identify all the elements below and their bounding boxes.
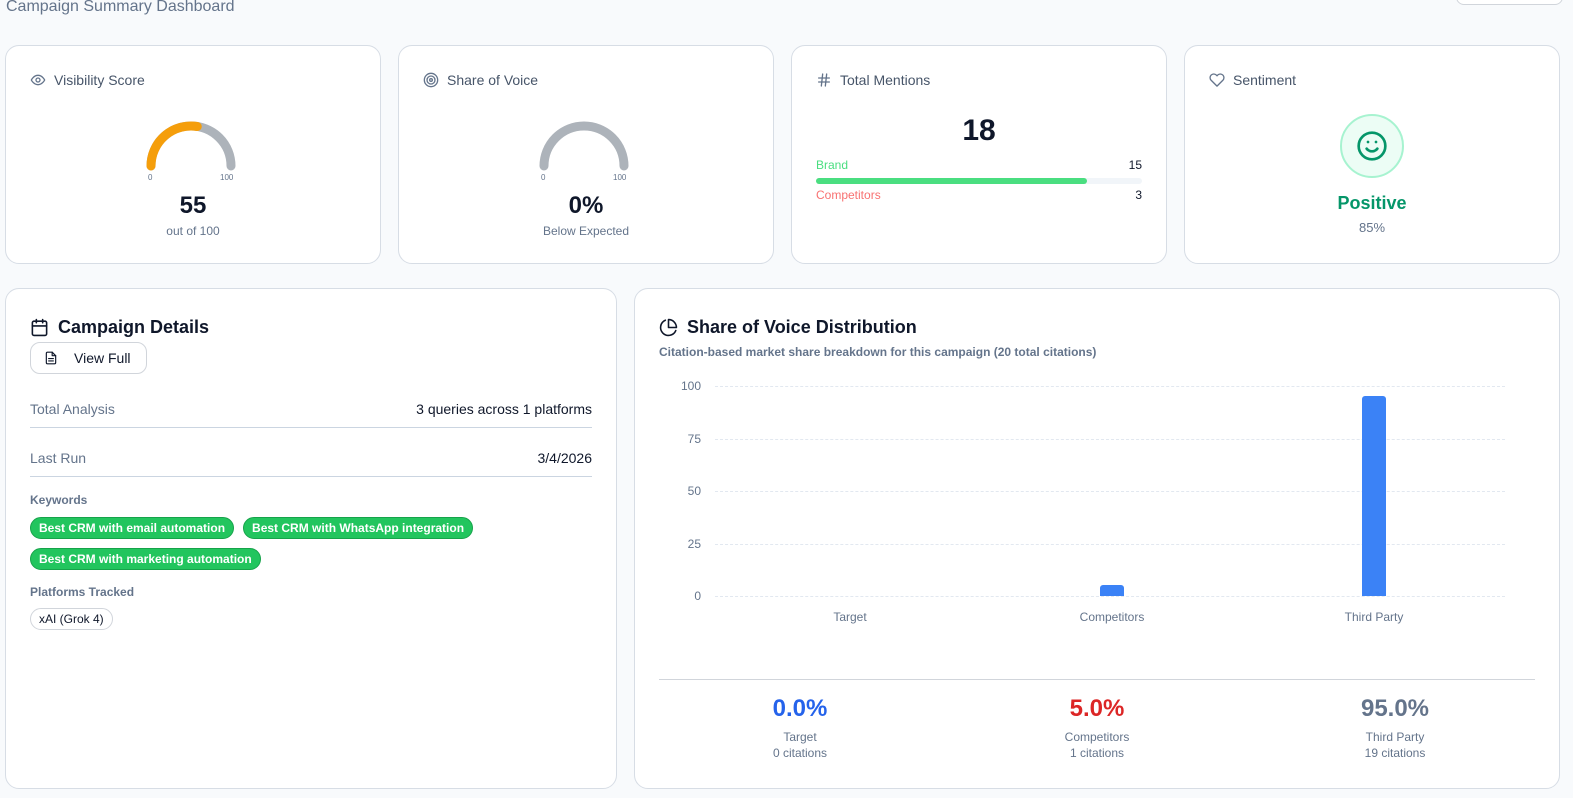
sentiment-label: Positive <box>1337 193 1407 213</box>
brand-progress-bar <box>816 178 1142 184</box>
platform-chip: xAI (Grok 4) <box>30 608 113 630</box>
gauge-max-label: 100 <box>613 173 627 182</box>
gridline <box>715 544 1505 545</box>
x-tick: Competitors <box>1079 610 1145 624</box>
campaign-details-card: Campaign Details View Full Total Analysi… <box>5 288 617 789</box>
gridline <box>715 439 1505 440</box>
total-mentions-value: 18 <box>962 114 996 147</box>
summary-divider <box>659 679 1535 680</box>
sentiment-card: Sentiment Positive 85% <box>1184 45 1560 264</box>
x-tick: Third Party <box>1344 610 1404 624</box>
share-of-voice-card: Share of Voice 0 100 0% Below Expected <box>398 45 774 264</box>
y-tick: 25 <box>687 537 701 551</box>
summary-third-party: 95.0% Third Party 19 citations <box>1295 695 1495 761</box>
section-title: Campaign Details <box>58 317 210 337</box>
card-title: Sentiment <box>1233 72 1297 88</box>
summary-pct: 95.0% <box>1360 695 1430 722</box>
detail-row-last-run: Last Run 3/4/2026 <box>30 439 592 477</box>
view-full-label: View Full <box>74 350 131 366</box>
calendar-icon <box>31 318 48 337</box>
bar-competitors[interactable] <box>1100 585 1124 596</box>
pie-chart-icon <box>659 318 678 337</box>
summary-pct: 5.0% <box>1069 695 1125 722</box>
sov-distribution-card: Share of Voice Distribution Citation-bas… <box>634 288 1560 789</box>
brand-label: Brand <box>816 158 849 172</box>
target-icon <box>423 72 439 88</box>
gridline <box>715 596 1505 597</box>
detail-value: 3 queries across 1 platforms <box>416 400 592 417</box>
total-mentions-card: Total Mentions 18 Brand 15 Competitors 3 <box>791 45 1167 264</box>
section-title: Share of Voice Distribution <box>687 317 917 337</box>
visibility-gauge: 0 100 <box>138 116 248 186</box>
y-tick: 50 <box>687 484 701 498</box>
gauge-min-label: 0 <box>541 173 546 182</box>
detail-value: 3/4/2026 <box>537 449 593 466</box>
summary-citations: 1 citations <box>1069 746 1125 760</box>
summary-target: 0.0% Target 0 citations <box>700 695 900 761</box>
visibility-value: 55 <box>179 192 207 219</box>
y-tick: 75 <box>687 432 701 446</box>
detail-row-total-analysis: Total Analysis 3 queries across 1 platfo… <box>30 390 592 428</box>
card-title: Total Mentions <box>840 72 931 88</box>
gridline <box>715 491 1505 492</box>
summary-competitors: 5.0% Competitors 1 citations <box>997 695 1197 761</box>
summary-label: Competitors 1 citations <box>997 729 1197 761</box>
keywords-label: Keywords <box>30 493 88 507</box>
gauge-min-label: 0 <box>148 173 153 182</box>
detail-key: Total Analysis <box>30 400 115 417</box>
chart-subtitle: Citation-based market share breakdown fo… <box>659 345 1097 359</box>
y-tick: 100 <box>680 379 701 393</box>
brand-row: Brand 15 <box>816 158 1142 172</box>
visibility-score-card: Visibility Score 0 100 55 out of 100 <box>5 45 381 264</box>
brand-count: 15 <box>1128 158 1142 172</box>
summary-category: Competitors <box>1064 730 1130 744</box>
eye-icon <box>30 74 46 86</box>
gauge-max-label: 100 <box>220 173 234 182</box>
summary-citations: 19 citations <box>1364 746 1426 760</box>
platforms-label: Platforms Tracked <box>30 585 135 599</box>
card-title: Visibility Score <box>54 72 145 88</box>
document-icon <box>45 351 57 365</box>
share-of-voice-value: 0% <box>568 192 604 219</box>
summary-category: Third Party <box>1365 730 1425 744</box>
sentiment-value: 85% <box>1358 220 1386 235</box>
smile-icon <box>1357 131 1387 161</box>
detail-key: Last Run <box>30 449 87 466</box>
view-full-button[interactable]: View Full <box>30 342 147 374</box>
header-action-button[interactable] <box>1456 0 1563 5</box>
x-tick: Target <box>833 610 867 624</box>
heart-icon <box>1209 73 1225 87</box>
summary-category: Target <box>783 730 817 744</box>
competitors-label: Competitors <box>816 188 881 202</box>
hash-icon <box>818 73 830 87</box>
page-title: Campaign Summary Dashboard <box>6 0 235 15</box>
brand-progress-fill <box>816 178 1087 184</box>
share-of-voice-gauge: 0 100 <box>531 116 641 186</box>
card-title: Share of Voice <box>447 72 539 88</box>
summary-label: Third Party 19 citations <box>1295 729 1495 761</box>
keywords-list: Best CRM with email automation Best CRM … <box>30 517 510 570</box>
keyword-chip: Best CRM with email automation <box>30 517 235 539</box>
gridline <box>715 386 1505 387</box>
competitors-count: 3 <box>1135 188 1142 202</box>
summary-label: Target 0 citations <box>700 729 900 761</box>
bar-third-party[interactable] <box>1362 396 1386 596</box>
keyword-chip: Best CRM with WhatsApp integration <box>243 517 474 539</box>
y-tick: 0 <box>694 589 701 603</box>
sentiment-badge <box>1340 114 1404 178</box>
visibility-sub: out of 100 <box>166 224 220 238</box>
summary-pct: 0.0% <box>772 695 828 722</box>
share-of-voice-sub: Below Expected <box>542 224 630 238</box>
competitors-row: Competitors 3 <box>816 188 1142 202</box>
summary-citations: 0 citations <box>772 746 828 760</box>
keyword-chip: Best CRM with marketing automation <box>30 548 261 570</box>
